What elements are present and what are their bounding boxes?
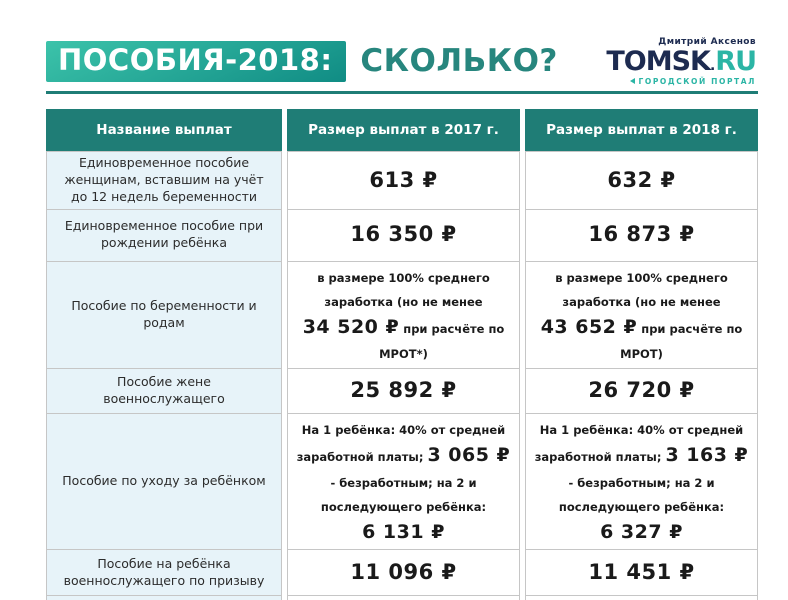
header-divider (46, 91, 758, 94)
value-segment: в размере 100% среднего заработка (но не… (317, 270, 490, 309)
page-title-question: СКОЛЬКО? (360, 42, 558, 79)
value-2018-cell: 632 ₽ (525, 151, 758, 210)
logo-tomsk-text: TOMSK (606, 45, 711, 77)
value-segment: при расчёте по МРОТ*) (379, 321, 505, 362)
logo-dot: . (709, 57, 716, 74)
value-segment: 6 327 ₽ (600, 520, 683, 543)
value-segment: 34 520 ₽ (302, 315, 400, 338)
value-2017-cell: 25 892 ₽ (287, 369, 520, 415)
value-segment: 632 ₽ (607, 167, 676, 192)
value-segment: На 1 ребёнка: 40% от средней заработной … (534, 423, 744, 465)
value-segment: 11 451 ₽ (588, 559, 695, 584)
value-segment: - безработным; на 2 и последующего ребён… (320, 475, 487, 514)
value-segment: 6 131 ₽ (362, 520, 445, 543)
value-2017-cell: в размере 100% среднего заработка (но не… (287, 261, 520, 370)
column-header-2018: Размер выплат в 2018 г. (525, 109, 758, 151)
benefit-name-cell: Единовременное пособие при рождении ребё… (46, 209, 282, 262)
value-segment: 613 ₽ (369, 167, 438, 192)
benefit-name-cell: Пособие по беременности и родам (46, 261, 282, 370)
logo-tagline-text: ГОРОДСКОЙ ПОРТАЛ (638, 76, 756, 86)
benefit-name-cell: Пособие по уходу за ребёнком (46, 414, 282, 551)
value-segment: 16 350 ₽ (350, 222, 457, 247)
value-segment: 16 873 ₽ (588, 222, 695, 247)
value-2018-cell: 11 451 ₽ (525, 550, 758, 597)
column-header-name: Название выплат (46, 109, 282, 151)
value-segment: На 1 ребёнка: 40% от средней заработной … (296, 423, 506, 465)
page-title-box: ПОСОБИЯ-2018: (46, 40, 347, 82)
value-2018-cell: в размере 100% среднего заработка (но не… (525, 261, 758, 370)
value-segment: 26 720 ₽ (588, 378, 695, 403)
value-2018-cell: 26 720 ₽ (525, 369, 758, 415)
value-segment: 25 892 ₽ (350, 378, 457, 403)
value-2017-cell: 11 096 ₽ (287, 550, 520, 597)
benefit-name-cell: Ежемесячная компенсация лицам, осуществл… (46, 596, 282, 600)
benefits-table: Название выплат Размер выплат в 2017 г. Ра… (46, 109, 758, 600)
value-segment: в размере 100% среднего заработка (но не… (555, 270, 728, 309)
value-segment: при расчёте по МРОТ) (620, 321, 743, 362)
value-2017-cell: 50 ₽ (287, 596, 520, 600)
column-header-2017: Размер выплат в 2017 г. (287, 109, 520, 151)
value-segment: 3 065 ₽ (427, 444, 511, 467)
value-2018-cell: На 1 ребёнка: 40% от средней заработной … (525, 414, 758, 551)
value-2017-cell: 613 ₽ (287, 151, 520, 210)
value-2017-cell: 16 350 ₽ (287, 209, 520, 262)
logo-ru-text: RU (715, 45, 757, 77)
value-segment: 43 652 ₽ (540, 315, 638, 338)
value-segment: - безработным; на 2 и последующего ребён… (558, 475, 725, 514)
value-segment: 3 163 ₽ (665, 444, 749, 467)
tomskru-wordmark: TOMSK.RU (606, 45, 757, 77)
tomskru-logo: Дмитрий Аксенов TOMSK.RU ГОРОДСКОЙ ПОРТА… (606, 37, 758, 86)
benefit-name-cell: Единовременное пособие женщинам, вставши… (46, 151, 282, 210)
masthead: ПОСОБИЯ-2018: СКОЛЬКО? Дмитрий Аксенов T… (46, 36, 758, 86)
value-segment: 11 096 ₽ (350, 559, 457, 584)
logo-tagline: ГОРОДСКОЙ ПОРТАЛ (630, 77, 756, 86)
value-2018-cell: 16 873 ₽ (525, 209, 758, 262)
value-2017-cell: На 1 ребёнка: 40% от средней заработной … (287, 414, 520, 551)
author-credit: Дмитрий Аксенов (658, 36, 756, 47)
value-2018-cell: 50 ₽ (525, 596, 758, 600)
benefit-name-cell: Пособие жене военнослужащего (46, 369, 282, 415)
arrow-left-icon (630, 78, 636, 84)
benefit-name-cell: Пособие на ребёнка военнослужащего по пр… (46, 550, 282, 597)
